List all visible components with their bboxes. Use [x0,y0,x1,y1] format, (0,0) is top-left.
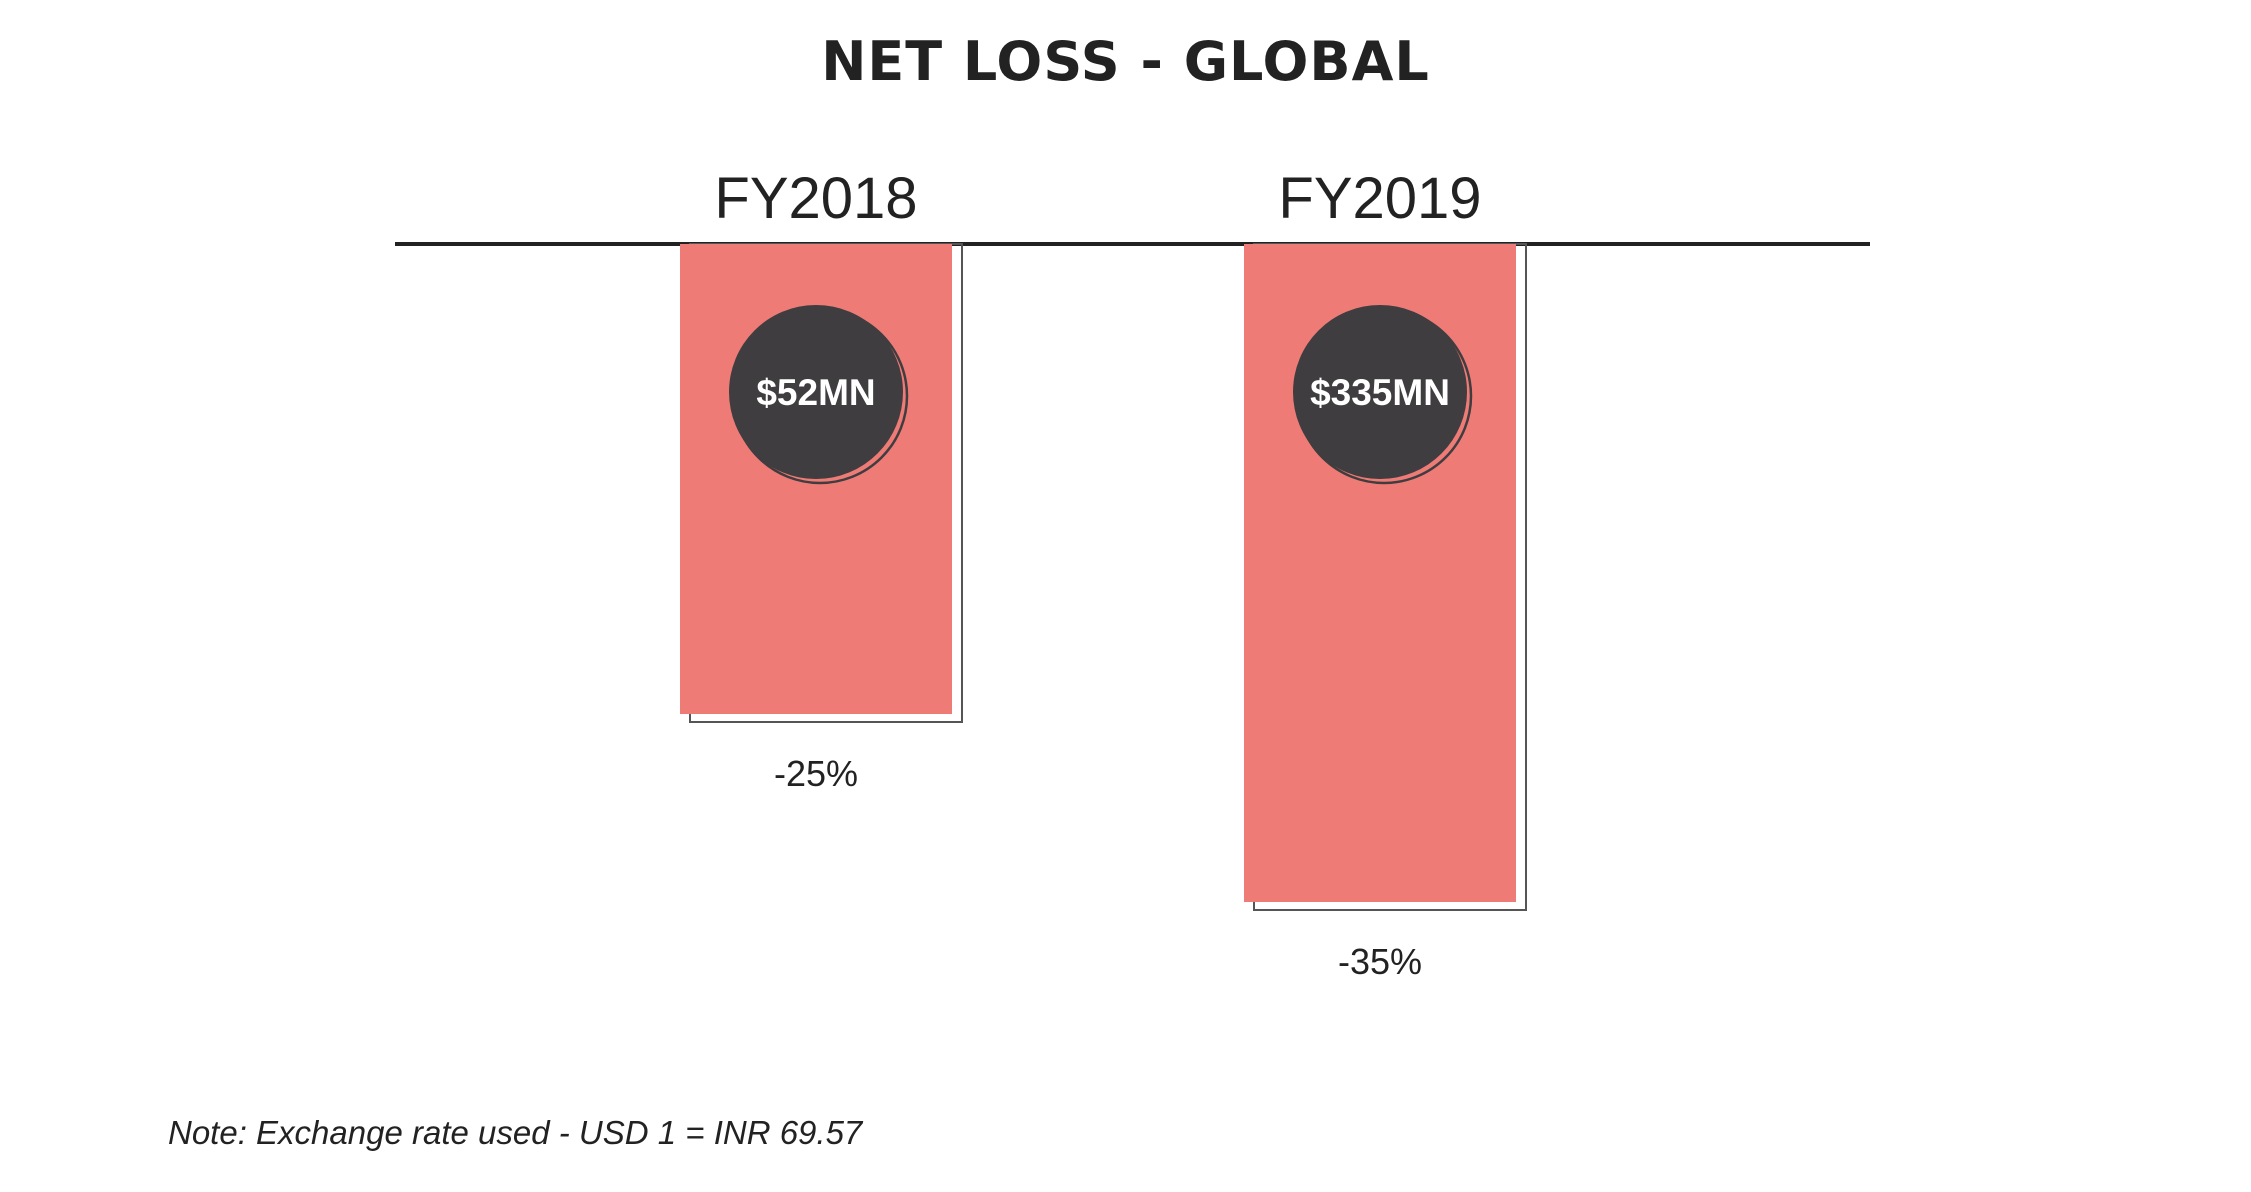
chart-title: NET LOSS - GLOBAL [821,30,1430,93]
bar-group-fy2018: FY2018 $52MN -25% [680,166,963,794]
value-bubble [729,305,903,479]
exchange-rate-note: Note: Exchange rate used - USD 1 = INR 6… [168,1114,863,1151]
value-label: $52MN [756,372,875,413]
category-label: FY2019 [1278,166,1481,231]
growth-label: -35% [1338,941,1422,982]
value-label: $335MN [1310,372,1450,413]
category-label: FY2018 [714,166,917,231]
bar-group-fy2019: FY2019 $335MN -35% [1244,166,1527,982]
value-bubble [1293,305,1467,479]
growth-label: -25% [774,753,858,794]
